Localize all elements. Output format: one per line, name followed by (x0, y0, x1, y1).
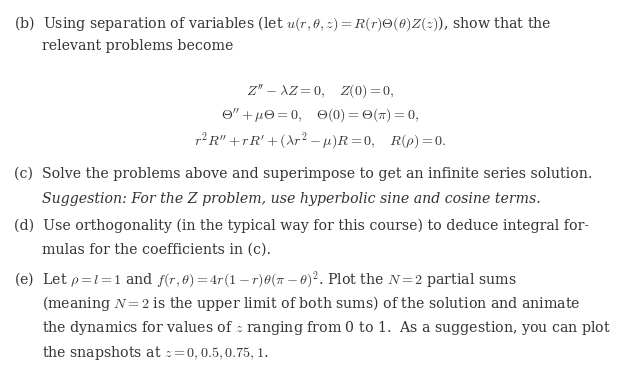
Text: (b)  Using separation of variables (let $u(r,\theta, z) = R(r)\Theta(\theta)Z(z): (b) Using separation of variables (let $… (14, 14, 552, 33)
Text: $r^2R'' + rR' + (\lambda r^2 - \mu)R = 0, \quad R(\rho) = 0.$: $r^2R'' + rR' + (\lambda r^2 - \mu)R = 0… (194, 130, 446, 152)
Text: relevant problems become: relevant problems become (42, 39, 233, 52)
Text: Suggestion: For the Z problem, use hyperbolic sine and cosine terms.: Suggestion: For the Z problem, use hyper… (42, 192, 540, 206)
Text: $\Theta'' + \mu\Theta = 0, \quad \Theta(0) = \Theta(\pi) = 0,$: $\Theta'' + \mu\Theta = 0, \quad \Theta(… (221, 106, 419, 124)
Text: (d)  Use orthogonality (in the typical way for this course) to deduce integral f: (d) Use orthogonality (in the typical wa… (14, 218, 589, 233)
Text: $Z'' - \lambda Z = 0, \quad Z(0) = 0,$: $Z'' - \lambda Z = 0, \quad Z(0) = 0,$ (246, 83, 394, 101)
Text: the dynamics for values of $z$ ranging from 0 to 1.  As a suggestion, you can pl: the dynamics for values of $z$ ranging f… (42, 319, 611, 337)
Text: the snapshots at $z = 0, 0.5, 0.75, 1$.: the snapshots at $z = 0, 0.5, 0.75, 1$. (42, 344, 268, 361)
Text: (c)  Solve the problems above and superimpose to get an infinite series solution: (c) Solve the problems above and superim… (14, 167, 593, 181)
Text: (meaning $N = 2$ is the upper limit of both sums) of the solution and animate: (meaning $N = 2$ is the upper limit of b… (42, 294, 580, 313)
Text: (e)  Let $\rho = l = 1$ and $f(r,\theta) = 4r(1-r)\theta(\pi - \theta)^2$. Plot : (e) Let $\rho = l = 1$ and $f(r,\theta) … (14, 270, 516, 291)
Text: mulas for the coefficients in (c).: mulas for the coefficients in (c). (42, 243, 271, 257)
